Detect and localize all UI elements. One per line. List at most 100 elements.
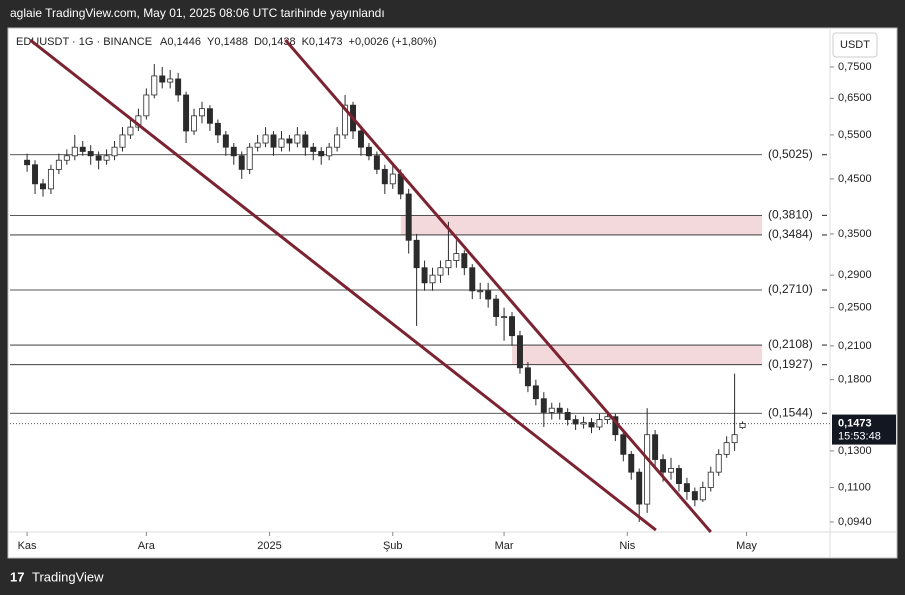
candle-body bbox=[262, 134, 269, 144]
candle-body bbox=[739, 423, 746, 429]
candle-body bbox=[222, 134, 229, 148]
candle-body bbox=[206, 108, 213, 124]
candle-body bbox=[191, 115, 198, 132]
candle-body bbox=[63, 155, 70, 161]
publish-note: aglaie TradingView.com, May 01, 2025 08:… bbox=[10, 6, 385, 20]
candle-body bbox=[509, 316, 516, 337]
candle-body bbox=[493, 298, 500, 318]
y-tick-label: 0,6500 bbox=[838, 92, 872, 104]
y-tick-label: 0,2500 bbox=[838, 302, 872, 314]
candle-body bbox=[461, 253, 468, 269]
candle-body bbox=[588, 422, 595, 428]
candle-body bbox=[71, 146, 78, 157]
logo-mark: 17 bbox=[10, 569, 24, 584]
currency-button[interactable] bbox=[832, 32, 878, 58]
x-tick-label: Şub bbox=[383, 540, 403, 552]
candle-body bbox=[572, 419, 579, 425]
x-tick-label: Nis bbox=[619, 540, 635, 552]
candle-body bbox=[357, 130, 364, 148]
y-tick-label: 0,3500 bbox=[838, 228, 872, 240]
candle-body bbox=[628, 453, 635, 473]
candle-body bbox=[636, 471, 643, 505]
candle-body bbox=[143, 94, 150, 117]
candle-body bbox=[524, 367, 531, 387]
candle-body bbox=[95, 155, 102, 161]
candle-body bbox=[87, 151, 94, 157]
candle-body bbox=[318, 151, 325, 157]
chart-panel bbox=[7, 27, 898, 559]
y-tick-label: 0,7500 bbox=[838, 61, 872, 73]
candle-body bbox=[453, 253, 460, 261]
candle-body bbox=[24, 159, 31, 166]
candle-body bbox=[119, 134, 126, 148]
candle-body bbox=[326, 146, 333, 157]
ohlc-item: +0,0026 (+1,80%) bbox=[349, 36, 437, 48]
candle-body bbox=[675, 468, 682, 484]
candle-body bbox=[437, 267, 444, 276]
candle-body bbox=[660, 459, 667, 473]
candle-body bbox=[381, 168, 388, 185]
countdown: 15:53:48 bbox=[838, 430, 881, 442]
candle-body bbox=[214, 122, 221, 136]
candle-body bbox=[167, 78, 174, 83]
candle-body bbox=[699, 487, 706, 501]
candle-body bbox=[556, 407, 563, 413]
y-tick-label: 0,2100 bbox=[838, 340, 872, 352]
candle-body bbox=[32, 164, 39, 185]
level-label: (0,3810) bbox=[768, 208, 813, 222]
ohlc-item: Y0,1488 bbox=[207, 36, 248, 48]
x-tick-label: May bbox=[736, 540, 757, 552]
symbol: EDUUSDT · 1G · BINANCE bbox=[16, 36, 152, 48]
candle-body bbox=[421, 267, 428, 284]
candle-body bbox=[540, 398, 547, 413]
candle-body bbox=[103, 155, 110, 161]
candle-body bbox=[47, 168, 54, 190]
x-tick-label: Mar bbox=[495, 540, 514, 552]
level-label: (0,3484) bbox=[768, 227, 813, 241]
candle-body bbox=[652, 434, 659, 460]
candle-body bbox=[127, 126, 134, 136]
candle-body bbox=[405, 193, 412, 241]
candle-body bbox=[198, 108, 205, 117]
level-label: (0,2710) bbox=[768, 282, 813, 296]
candle-body bbox=[715, 453, 722, 473]
candle-body bbox=[175, 78, 182, 96]
y-tick-label: 0,5500 bbox=[838, 129, 872, 141]
candle-body bbox=[604, 416, 611, 420]
candle-body bbox=[580, 422, 587, 425]
candle-body bbox=[254, 142, 261, 148]
candle-body bbox=[683, 483, 690, 492]
y-tick-label: 0,0940 bbox=[838, 516, 872, 528]
x-tick-label: Kas bbox=[18, 540, 37, 552]
y-tick-label: 0,2900 bbox=[838, 269, 872, 281]
candle-body bbox=[413, 239, 420, 269]
currency: USDT bbox=[840, 39, 870, 51]
last-price-label: 0,1473 bbox=[838, 417, 872, 429]
last-price-box bbox=[832, 414, 896, 445]
candle-body bbox=[278, 138, 285, 148]
candle-body bbox=[79, 146, 86, 152]
candle-body bbox=[111, 146, 118, 157]
candle-body bbox=[532, 385, 539, 400]
candle-body bbox=[723, 442, 730, 455]
candle-body bbox=[707, 471, 714, 488]
footer-logo: TradingView bbox=[32, 569, 104, 584]
candle-body bbox=[373, 155, 380, 170]
candle-body bbox=[691, 491, 698, 501]
candle-body bbox=[469, 267, 476, 292]
level-label: (0,2108) bbox=[768, 337, 813, 351]
y-tick-label: 0,1100 bbox=[838, 481, 871, 493]
candle-body bbox=[334, 134, 341, 148]
candle-body bbox=[429, 274, 436, 284]
candle-body bbox=[246, 146, 253, 170]
candle-body bbox=[365, 146, 372, 157]
zone bbox=[400, 215, 762, 235]
trendline bbox=[284, 39, 712, 533]
candle-body bbox=[620, 434, 627, 455]
level-label: (0,5025) bbox=[768, 147, 813, 161]
candle-body bbox=[501, 316, 508, 319]
candle-body bbox=[445, 260, 452, 269]
candle-body bbox=[286, 138, 293, 144]
candle-body bbox=[548, 407, 555, 413]
